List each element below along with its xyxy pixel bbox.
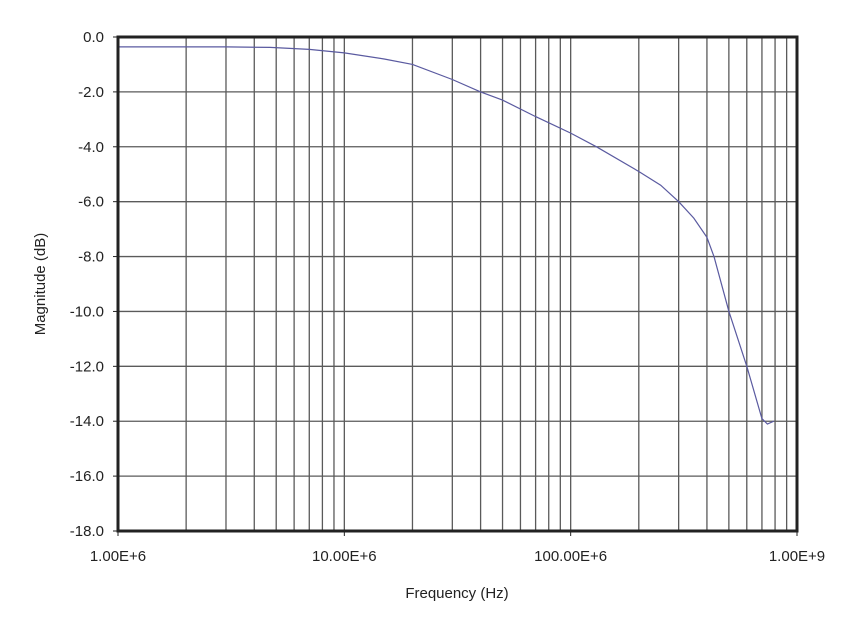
y-tick-label: -16.0 (70, 468, 104, 485)
x-tick-label: 1.00E+9 (769, 548, 825, 565)
y-tick-label: -6.0 (78, 194, 104, 211)
magnitude-line (118, 46, 775, 425)
x-tick-label: 10.00E+6 (312, 548, 377, 565)
y-tick-label: -2.0 (78, 84, 104, 101)
y-tick-label: -14.0 (70, 413, 104, 430)
plot-frame (116, 35, 799, 533)
x-axis-ticks: 1.00E+6 10.00E+6 100.00E+6 1.00E+9 (90, 531, 825, 565)
y-tick-label: -4.0 (78, 139, 104, 156)
magnitude-curve (118, 46, 775, 425)
x-tick-label: 1.00E+6 (90, 548, 146, 565)
y-tick-label: -18.0 (70, 523, 104, 540)
y-tick-label: -12.0 (70, 358, 104, 375)
y-axis-ticks: 0.0 -2.0 -4.0 -6.0 -8.0 -10.0 -12.0 -14.0 -16.0 -… (70, 29, 118, 540)
grid-lines (118, 37, 797, 531)
x-axis-title: Frequency (Hz) (405, 585, 508, 602)
y-axis-title: Magnitude (dB) (32, 233, 49, 336)
y-tick-label: -8.0 (78, 249, 104, 266)
y-tick-label: -10.0 (70, 303, 104, 320)
y-tick-label: 0.0 (83, 29, 104, 46)
x-tick-label: 100.00E+6 (534, 548, 607, 565)
